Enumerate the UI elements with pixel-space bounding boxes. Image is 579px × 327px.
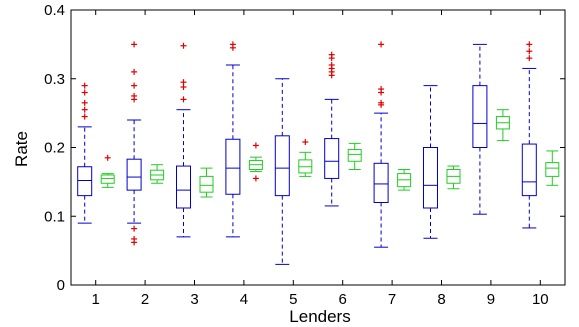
s2-lender-3-box (199, 175, 214, 193)
s1-lender-6-outlier-5 (328, 51, 335, 58)
x-tick-label-1: 2 (141, 291, 149, 308)
s1-lender-1-outlier-1 (81, 106, 88, 113)
x-tick-label-9: 10 (532, 291, 549, 308)
s1-lender-4-box (225, 138, 241, 195)
s1-lender-3-outlier-0 (180, 96, 187, 103)
s1-lender-6-outlier-3 (328, 62, 335, 68)
x-tick-label-5: 6 (339, 291, 347, 308)
s1-lender-1-outlier-3 (81, 89, 88, 96)
s2-lender-10-box (545, 162, 560, 177)
x-tick-label-3: 4 (240, 291, 248, 308)
s2-lender-4-outlier-0 (252, 175, 259, 182)
y-tick-label-4: 0.4 (44, 2, 65, 19)
s1-lender-4-outlier-1 (229, 44, 236, 51)
s1-lender-2-outlier-5 (131, 82, 138, 89)
s1-lender-1-outlier-2 (81, 99, 88, 106)
s1-lender-1-box (77, 166, 93, 197)
s1-lender-7-outlier-1 (378, 99, 385, 106)
s1-lender-10-outlier-2 (526, 41, 533, 48)
s1-lender-2-outlier-4 (131, 92, 138, 99)
s1-lender-7-outlier-3 (378, 86, 385, 93)
s2-lender-4-outlier-1 (252, 142, 259, 149)
y-tick-label-1: 0.1 (44, 208, 65, 225)
s1-lender-2-outlier-6 (131, 68, 138, 75)
x-axis-title: Lenders (289, 307, 350, 326)
y-tick-label-3: 0.3 (44, 71, 65, 88)
x-tick-label-8: 9 (487, 291, 495, 308)
y-tick-label-2: 0.2 (44, 140, 65, 157)
x-tick-label-6: 7 (388, 291, 396, 308)
x-tick-label-0: 1 (92, 291, 100, 308)
s1-lender-7-outlier-4 (378, 41, 385, 48)
s1-lender-8-box (423, 147, 438, 209)
s1-lender-5-box (274, 135, 290, 197)
s1-lender-3-outlier-3 (180, 42, 187, 49)
s1-lender-2-box (126, 158, 142, 191)
s1-lender-10-outlier-0 (526, 55, 533, 62)
s1-lender-10-outlier-1 (526, 48, 533, 55)
s1-lender-7-box (373, 162, 389, 203)
s1-lender-9-box (472, 85, 488, 148)
s1-lender-3-outlier-2 (180, 79, 187, 86)
s2-lender-1-box (100, 174, 115, 184)
y-axis-title: Rate (12, 131, 31, 167)
s1-lender-2-outlier-0 (131, 225, 138, 232)
x-tick-label-4: 5 (289, 291, 297, 308)
s1-lender-10-box (521, 143, 537, 197)
s1-lender-3-box (176, 165, 191, 209)
s1-lender-1-outlier-4 (81, 82, 88, 89)
x-tick-label-7: 8 (437, 291, 445, 308)
s2-lender-6-box (347, 149, 362, 162)
s1-lender-1-outlier-0 (81, 113, 88, 120)
axes-frame (70, 9, 566, 286)
y-tick-label-0: 0 (57, 277, 65, 294)
s2-lender-5-outlier-0 (302, 139, 309, 145)
s2-lender-1-outlier-0 (104, 154, 111, 161)
x-tick-label-2: 3 (190, 291, 198, 308)
plot-area: 0 0.1 0.2 0.3 0.4 1 2 3 4 5 6 7 8 9 10 (44, 2, 566, 308)
s1-lender-6-box (324, 138, 340, 179)
s1-lender-2-outlier-2 (131, 239, 138, 246)
s1-lender-2-outlier-7 (131, 41, 138, 48)
